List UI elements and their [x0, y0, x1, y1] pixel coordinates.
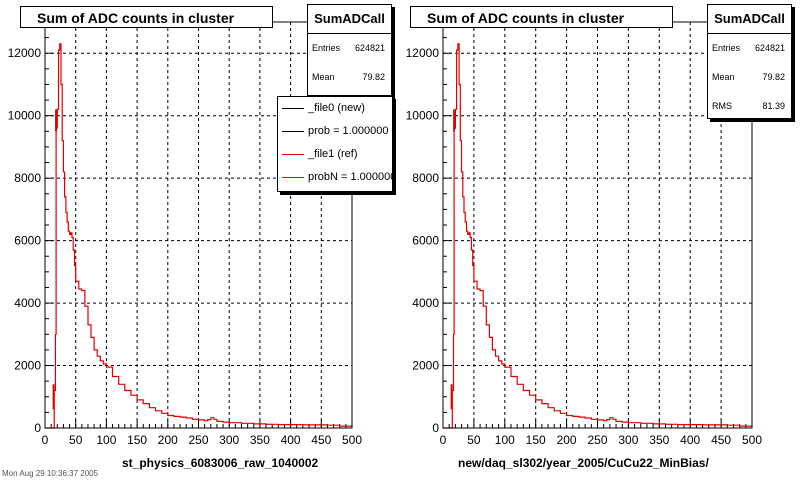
x-tick-label: 50	[467, 433, 481, 447]
stats-row-rms: RMS 81.39	[708, 92, 791, 121]
stats-label: Mean	[312, 72, 335, 82]
y-tick-label: 10000	[8, 109, 42, 123]
stats-name: SumADCall	[708, 5, 791, 34]
x-tick-label: 350	[649, 433, 669, 447]
chart-title-left: Sum of ADC counts in cluster	[20, 6, 273, 28]
y-tick-label: 4000	[14, 296, 41, 310]
x-tick-label: 500	[342, 433, 362, 447]
x-tick-label: 200	[557, 433, 577, 447]
y-tick-label: 10000	[406, 109, 440, 123]
stats-label: Mean	[712, 72, 735, 82]
stats-label: RMS	[712, 101, 732, 111]
legend-line-swatch	[282, 177, 304, 178]
x-tick-label: 300	[219, 433, 239, 447]
legend-line-swatch	[282, 154, 304, 155]
x-tick-label: 150	[526, 433, 546, 447]
chart-panel-left: 0 50 100 150 200 250 300 350 400 450 500 0 2000 4000 6…	[8, 21, 362, 447]
y-tick-label: 2000	[412, 359, 439, 373]
legend-entry: _file0 (new)	[278, 97, 392, 120]
y-tick-label: 6000	[412, 234, 439, 248]
stats-row-entries: Entries 624821	[708, 34, 791, 63]
y-tick-label: 6000	[14, 234, 41, 248]
y-tick-label: 0	[432, 421, 439, 435]
chart-panel-right: 0 50 100 150 200 250 300 350 400 450 500 0 2000 4000 6…	[406, 21, 762, 447]
stats-label: Entries	[712, 43, 741, 53]
x-tick-label: 100	[495, 433, 515, 447]
legend-line-swatch	[282, 131, 304, 132]
stats-row-mean: Mean 79.82	[708, 63, 791, 92]
x-tick-label: 350	[250, 433, 270, 447]
stats-row-mean: Mean 79.82	[308, 63, 391, 92]
stats-row-entries: Entries 624821	[308, 34, 391, 63]
y-tick-label: 8000	[412, 171, 439, 185]
stats-value: 81.39	[762, 101, 785, 111]
y-tick-label: 8000	[14, 171, 41, 185]
y-tick-label: 4000	[412, 296, 439, 310]
series-line	[45, 43, 353, 429]
x-tick-label: 450	[711, 433, 731, 447]
x-tick-label: 0	[440, 433, 447, 447]
legend-entry: probN = 1.000000	[278, 166, 392, 189]
stats-value: 624821	[754, 43, 785, 53]
x-tick-label: 150	[127, 433, 147, 447]
legend-label: _file1 (ref)	[308, 148, 358, 160]
x-tick-label: 450	[311, 433, 331, 447]
legend-label: prob = 1.000000	[308, 125, 389, 137]
x-tick-label: 200	[158, 433, 178, 447]
x-tick-label: 0	[42, 433, 49, 447]
y-tick-label: 12000	[406, 46, 440, 60]
chart-title-right: Sum of ADC counts in cluster	[410, 6, 673, 28]
stats-name: SumADCall	[308, 5, 391, 34]
legend-label: probN = 1.000000	[308, 171, 393, 183]
x-axis-label-left: st_physics_6083006_raw_1040002	[122, 456, 319, 470]
y-tick-label: 2000	[14, 359, 41, 373]
x-tick-label: 100	[96, 433, 116, 447]
x-tick-label: 400	[680, 433, 700, 447]
series-line	[443, 43, 753, 429]
legend-entry: prob = 1.000000	[278, 120, 392, 143]
stats-value: 79.82	[362, 72, 385, 82]
x-tick-label: 250	[188, 433, 208, 447]
y-tick-label: 12000	[8, 46, 42, 60]
legend-label: _file0 (new)	[308, 102, 365, 114]
legend-entry: _file1 (ref)	[278, 143, 392, 166]
x-tick-label: 400	[281, 433, 301, 447]
legend: _file0 (new) prob = 1.000000 _file1 (ref…	[277, 96, 393, 192]
y-tick-label: 0	[34, 421, 41, 435]
stats-box-right: SumADCall Entries 624821 Mean 79.82 RMS …	[707, 4, 792, 119]
x-tick-label: 300	[618, 433, 638, 447]
x-axis-label-right: new/daq_sl302/year_2005/CuCu22_MinBias/	[458, 456, 709, 470]
x-tick-label: 250	[587, 433, 607, 447]
x-tick-label: 50	[69, 433, 83, 447]
stats-value: 624821	[354, 43, 385, 53]
stats-label: Entries	[312, 43, 341, 53]
footer-timestamp: Mon Aug 29 10:36:37 2005	[2, 469, 99, 478]
stats-box-left: SumADCall Entries 624821 Mean 79.82	[307, 4, 392, 96]
stats-value: 79.82	[762, 72, 785, 82]
legend-line-swatch	[282, 108, 304, 109]
x-tick-label: 500	[742, 433, 762, 447]
